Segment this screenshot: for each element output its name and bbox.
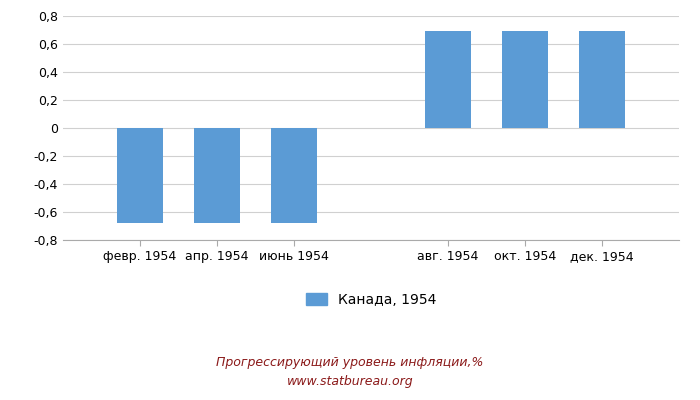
Text: Прогрессирующий уровень инфляции,%
www.statbureau.org: Прогрессирующий уровень инфляции,% www.s… (216, 356, 484, 388)
Bar (117, 128, 163, 223)
Bar (579, 31, 625, 128)
Bar (271, 128, 317, 223)
Bar (194, 128, 240, 223)
Bar (502, 31, 548, 128)
Bar (425, 31, 471, 128)
Legend: Канада, 1954: Канада, 1954 (300, 287, 442, 312)
